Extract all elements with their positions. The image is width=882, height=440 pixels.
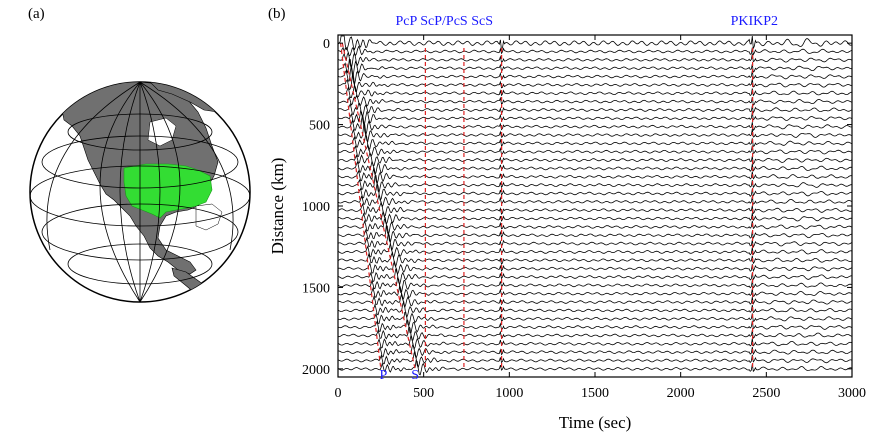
seismogram-trace: [337, 260, 853, 275]
x-tick-label: 1000: [495, 386, 523, 401]
seismogram-trace: [337, 300, 853, 319]
seismogram-trace: [337, 359, 853, 376]
phase-label-bottom: P: [380, 368, 388, 383]
seismogram-trace: [337, 333, 853, 351]
y-tick-label: 500: [309, 119, 330, 134]
x-tick-label: 2000: [667, 386, 695, 401]
seismogram-trace: [337, 65, 853, 86]
arrival-lines: [339, 43, 754, 369]
y-tick-label: 1000: [302, 200, 330, 215]
seismogram-trace: [337, 284, 853, 301]
seismogram-trace: [338, 292, 853, 309]
phase-label-bottom: S: [411, 368, 419, 383]
seismogram-trace: [337, 232, 853, 251]
x-tick-label: 0: [335, 386, 342, 401]
panel-b-label: (b): [268, 6, 286, 22]
x-axis-title: Time (sec): [559, 413, 632, 432]
y-axis-title: Distance (km): [268, 158, 287, 255]
seismogram-trace: [337, 200, 853, 218]
seismogram-trace: [337, 133, 853, 151]
contiguous-us-highlight: [123, 163, 213, 219]
seismogram-trace: [338, 58, 853, 77]
seismogram-trace: [337, 251, 853, 268]
seismogram-trace: [338, 325, 853, 341]
seismogram-trace: [337, 276, 853, 294]
x-tick-label: 1500: [581, 386, 609, 401]
phase-labels: PcP ScP/PcS ScS PKIKP2 P S: [380, 14, 779, 383]
seismogram-trace: [337, 45, 853, 57]
seismogram-trace: [337, 94, 853, 107]
seismogram-trace: [337, 35, 853, 52]
phase-label-top: PKIKP2: [731, 14, 778, 29]
seismogram-trace: [337, 210, 853, 226]
graticule: [30, 82, 250, 302]
hudson-bay-water: [147, 117, 177, 147]
seismogram-trace: [337, 319, 853, 334]
seismogram-trace: [337, 183, 853, 201]
y-tick-label: 1500: [302, 281, 330, 296]
seismogram-trace: [337, 74, 853, 93]
arrival-curve-S: [341, 43, 416, 369]
seismogram-trace: [337, 192, 853, 208]
seismogram-trace: [337, 311, 853, 327]
seismogram-trace: [337, 123, 853, 143]
axis-ticks: 0 500 1000 1500 2000 2500 3000 0 500 1000 1500 2000: [302, 35, 866, 401]
x-tick-label: 500: [413, 386, 434, 401]
arrival-curve-P: [339, 43, 382, 369]
seismogram-trace: [337, 160, 853, 176]
seismogram-trace: [337, 83, 853, 98]
seismogram-trace: [337, 151, 853, 167]
x-tick-label: 2500: [752, 386, 780, 401]
seismogram-trace: [337, 216, 853, 237]
seismogram-trace: [337, 268, 853, 286]
seismogram-trace: [337, 51, 853, 70]
seismogram-trace: [337, 242, 853, 259]
seismogram-trace: [338, 225, 853, 243]
panel-a-label: (a): [28, 6, 45, 22]
seismogram-trace: [337, 110, 853, 126]
seismogram-trace: [337, 174, 852, 194]
seismogram-trace: [337, 342, 853, 360]
seismogram-traces: [337, 35, 853, 376]
seismogram-trace: [337, 143, 853, 158]
y-tick-label: 2000: [302, 363, 330, 378]
x-tick-label: 3000: [838, 386, 866, 401]
globe-map: [29, 81, 251, 303]
phase-label-top: PcP ScP/PcS ScS: [395, 14, 493, 29]
seismogram-trace: [337, 102, 853, 118]
y-tick-label: 0: [323, 37, 330, 52]
seismogram-trace: [337, 167, 853, 186]
seismogram-trace: [337, 114, 853, 136]
seismogram-trace: [337, 351, 853, 369]
